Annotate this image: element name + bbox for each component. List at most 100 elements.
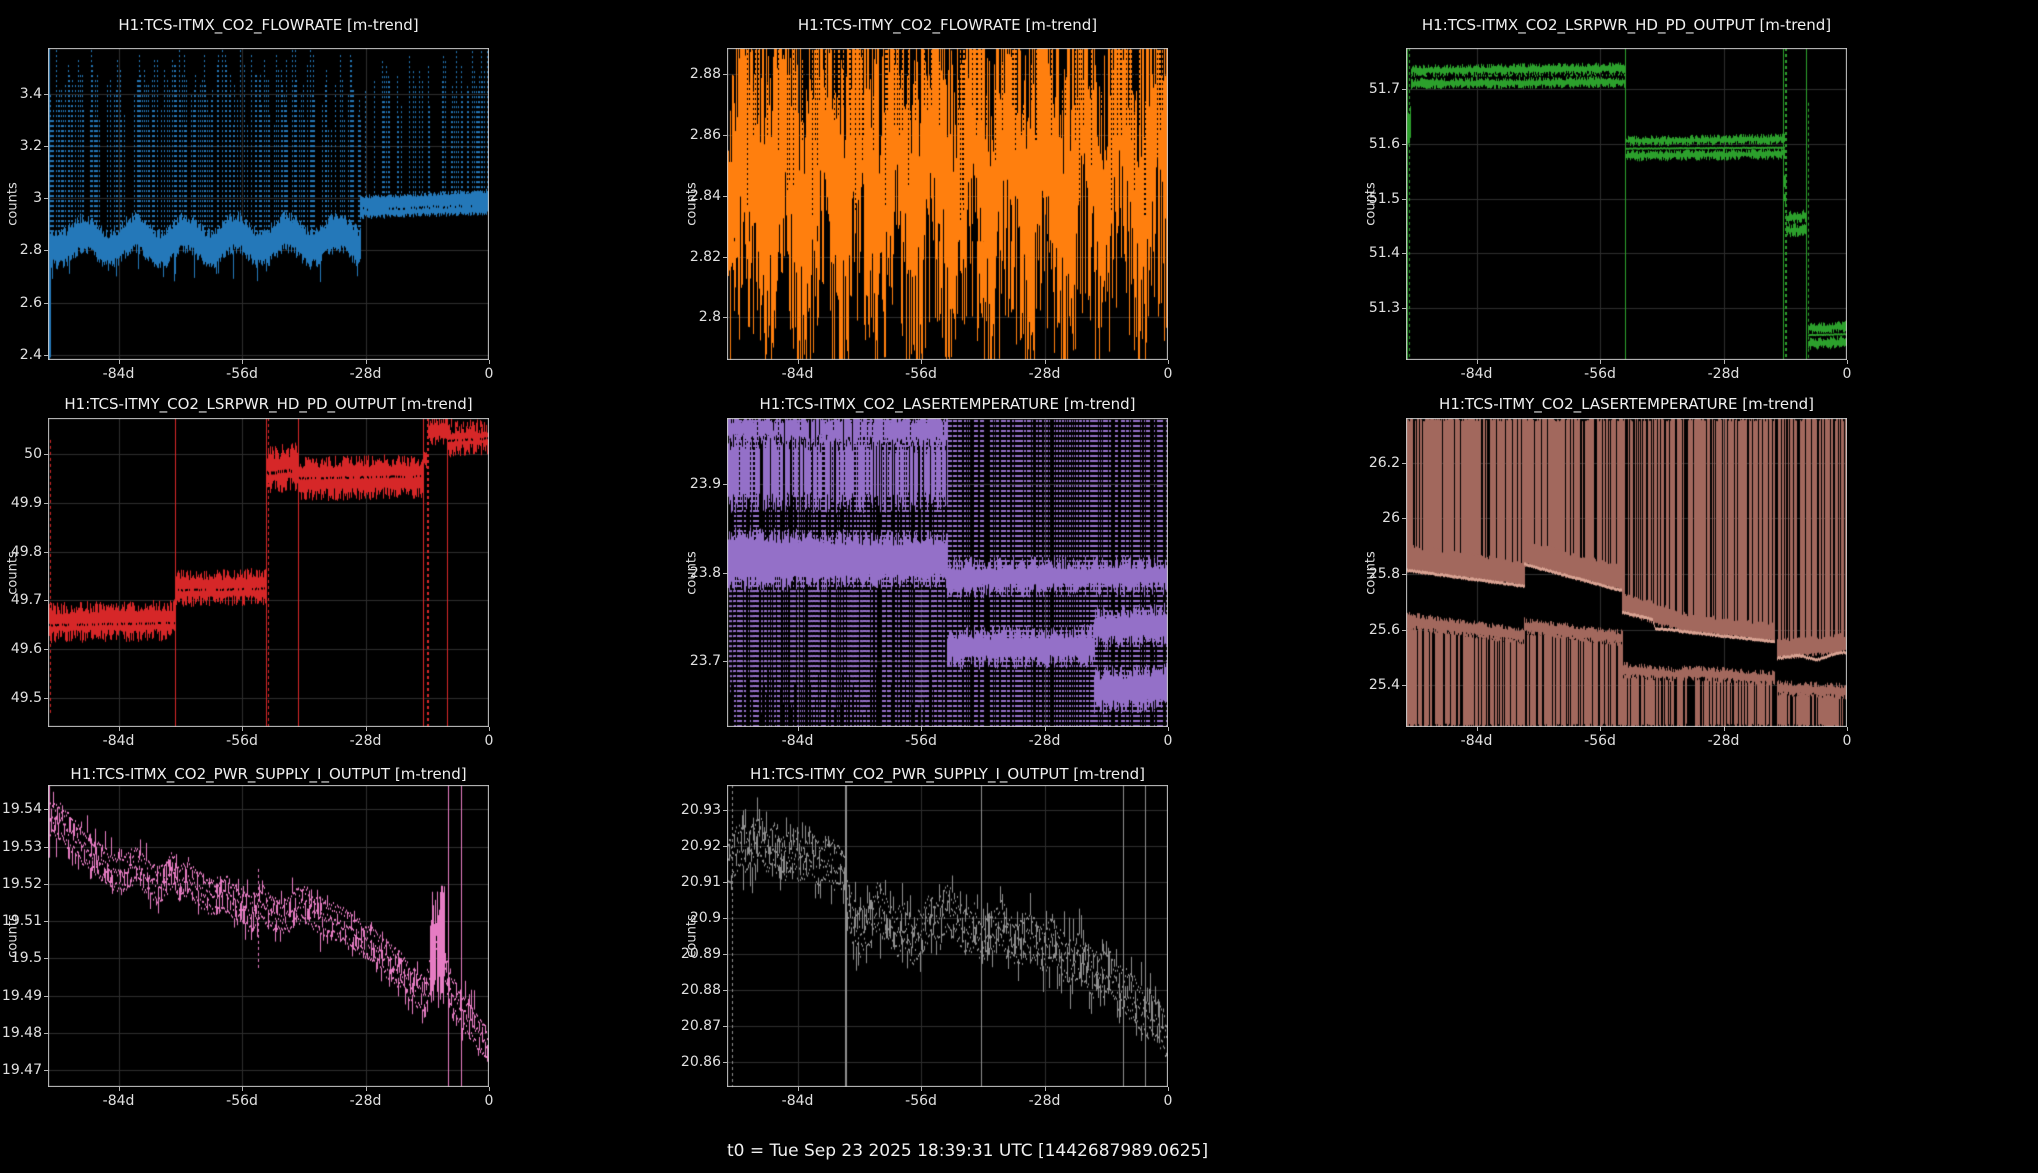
plot-area-itmx_lsrpwr[interactable] (1406, 48, 1847, 360)
x-tick-label: -28d (349, 366, 382, 382)
x-tick-label: 0 (484, 1093, 494, 1109)
x-tick-label: -56d (226, 1093, 258, 1109)
x-tick-mark (1045, 727, 1046, 731)
y-tick-label: 19.51 (1, 913, 42, 930)
x-tick-mark (1477, 727, 1478, 731)
plot-area-itmy_lasertemp[interactable] (1406, 418, 1847, 727)
y-tick-mark (1402, 308, 1406, 309)
plot-area-itmx_lasertemp[interactable] (727, 418, 1168, 727)
x-tick-mark (1724, 727, 1725, 731)
x-tick-mark (366, 360, 367, 364)
y-tick-mark (723, 846, 727, 847)
x-tick-label: 0 (1163, 1093, 1173, 1109)
y-tick-label: 26.2 (1368, 454, 1400, 471)
x-tick-mark (1168, 360, 1169, 364)
y-tick-label: 49.6 (10, 641, 42, 658)
plot-area-itmx_pwr_supply[interactable] (48, 785, 489, 1087)
plot-cell-itmx_lsrpwr: H1:TCS-ITMX_CO2_LSRPWR_HD_PD_OUTPUT [m-t… (1358, 0, 2038, 382)
plot-title-itmy_lasertemp: H1:TCS-ITMY_CO2_LASERTEMPERATURE [m-tren… (1439, 395, 1814, 413)
y-tick-mark (44, 698, 48, 699)
y-tick-label: 51.5 (1368, 190, 1400, 207)
y-tick-mark (44, 1033, 48, 1034)
x-tick-label: -28d (349, 733, 382, 749)
plot-title-itmy_flowrate: H1:TCS-ITMY_CO2_FLOWRATE [m-trend] (797, 16, 1098, 34)
y-tick-mark (1402, 253, 1406, 254)
y-tick-mark (1402, 89, 1406, 90)
y-tick-label: 2.8 (19, 242, 42, 259)
x-tick-label: -56d (905, 733, 937, 749)
y-tick-mark (44, 552, 48, 553)
y-tick-mark (723, 990, 727, 991)
y-tick-mark (44, 884, 48, 885)
y-tick-label: 20.87 (680, 1017, 721, 1034)
y-tick-label: 23.8 (689, 564, 721, 581)
y-tick-label: 25.4 (1368, 677, 1400, 694)
y-tick-mark (44, 809, 48, 810)
x-tick-mark (366, 727, 367, 731)
x-tick-mark (1045, 1087, 1046, 1091)
y-tick-mark (44, 250, 48, 251)
x-tick-mark (242, 360, 243, 364)
y-tick-label: 2.82 (689, 248, 721, 265)
plot-area-itmy_lsrpwr[interactable] (48, 418, 489, 727)
x-tick-mark (1600, 360, 1601, 364)
y-tick-mark (44, 847, 48, 848)
y-tick-mark (1402, 199, 1406, 200)
plot-area-itmy_pwr_supply[interactable] (727, 785, 1168, 1087)
y-tick-mark (723, 196, 727, 197)
y-tick-mark (44, 94, 48, 95)
plot-area-itmx_flowrate[interactable] (48, 48, 489, 360)
x-tick-mark (242, 727, 243, 731)
y-tick-mark (1402, 685, 1406, 686)
plot-cell-itmx_lasertemp: H1:TCS-ITMX_CO2_LASERTEMPERATURE [m-tren… (679, 368, 1358, 749)
y-tick-label: 26 (1382, 510, 1400, 527)
y-tick-mark (723, 74, 727, 75)
y-tick-mark (44, 146, 48, 147)
x-tick-mark (921, 1087, 922, 1091)
y-tick-mark (44, 454, 48, 455)
y-tick-mark (723, 810, 727, 811)
x-tick-label: -28d (1028, 366, 1061, 382)
x-tick-mark (119, 360, 120, 364)
y-tick-label: 3 (33, 190, 42, 207)
plot-grid: H1:TCS-ITMX_CO2_FLOWRATE [m-trend] counts… (0, 0, 2038, 1109)
y-tick-label: 2.84 (689, 187, 721, 204)
x-tick-label: -84d (781, 733, 814, 749)
y-tick-label: 51.4 (1368, 245, 1400, 262)
x-tick-label: -28d (1028, 733, 1061, 749)
y-tick-label: 19.53 (1, 838, 42, 855)
x-tick-label: -56d (226, 366, 258, 382)
y-tick-label: 3.4 (19, 85, 42, 102)
plot-title-itmy_lsrpwr: H1:TCS-ITMY_CO2_LSRPWR_HD_PD_OUTPUT [m-t… (64, 395, 473, 413)
x-tick-label: -84d (1460, 366, 1493, 382)
y-tick-label: 25.8 (1368, 565, 1400, 582)
x-tick-mark (119, 1087, 120, 1091)
y-tick-mark (44, 355, 48, 356)
y-tick-mark (44, 649, 48, 650)
y-tick-label: 2.4 (19, 346, 42, 363)
y-tick-label: 49.9 (10, 495, 42, 512)
x-tick-label: -56d (1584, 366, 1616, 382)
x-tick-mark (1724, 360, 1725, 364)
y-tick-mark (1402, 518, 1406, 519)
x-tick-mark (242, 1087, 243, 1091)
y-tick-mark (1402, 144, 1406, 145)
t0-timestamp: t0 = Tue Sep 23 2025 18:39:31 UTC [14426… (727, 1141, 1209, 1161)
x-tick-label: -56d (1584, 733, 1616, 749)
y-tick-mark (723, 954, 727, 955)
plot-title-itmx_lasertemp: H1:TCS-ITMX_CO2_LASERTEMPERATURE [m-tren… (759, 395, 1136, 413)
plot-area-itmy_flowrate[interactable] (727, 48, 1168, 360)
y-tick-mark (44, 1070, 48, 1071)
y-tick-label: 20.92 (680, 838, 721, 855)
y-tick-mark (723, 257, 727, 258)
y-tick-mark (723, 1062, 727, 1063)
y-tick-mark (1402, 463, 1406, 464)
y-tick-mark (44, 600, 48, 601)
x-tick-mark (489, 1087, 490, 1091)
y-tick-label: 3.2 (19, 137, 42, 154)
x-tick-label: 0 (1163, 366, 1173, 382)
y-tick-label: 51.3 (1368, 300, 1400, 316)
y-tick-label: 20.89 (680, 945, 721, 962)
x-tick-label: -28d (1028, 1093, 1061, 1109)
plot-cell-itmx_flowrate: H1:TCS-ITMX_CO2_FLOWRATE [m-trend] counts… (0, 0, 679, 382)
